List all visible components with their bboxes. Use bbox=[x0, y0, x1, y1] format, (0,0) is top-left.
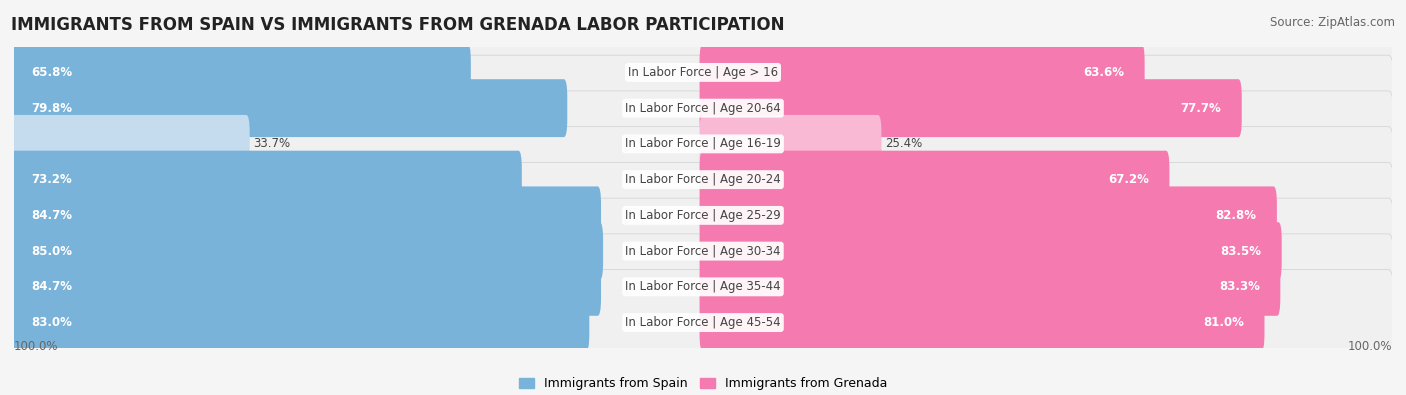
FancyBboxPatch shape bbox=[11, 79, 567, 137]
Text: 82.8%: 82.8% bbox=[1215, 209, 1256, 222]
Text: 83.3%: 83.3% bbox=[1219, 280, 1260, 293]
FancyBboxPatch shape bbox=[11, 150, 522, 209]
FancyBboxPatch shape bbox=[13, 55, 1393, 161]
Text: 25.4%: 25.4% bbox=[884, 137, 922, 150]
FancyBboxPatch shape bbox=[11, 258, 600, 316]
FancyBboxPatch shape bbox=[11, 222, 603, 280]
Text: 84.7%: 84.7% bbox=[31, 209, 72, 222]
FancyBboxPatch shape bbox=[11, 293, 589, 352]
Text: 73.2%: 73.2% bbox=[31, 173, 72, 186]
FancyBboxPatch shape bbox=[13, 270, 1393, 376]
FancyBboxPatch shape bbox=[700, 150, 1170, 209]
FancyBboxPatch shape bbox=[700, 258, 1281, 316]
Text: 79.8%: 79.8% bbox=[31, 102, 72, 115]
Text: Source: ZipAtlas.com: Source: ZipAtlas.com bbox=[1270, 16, 1395, 29]
Text: In Labor Force | Age 35-44: In Labor Force | Age 35-44 bbox=[626, 280, 780, 293]
FancyBboxPatch shape bbox=[11, 186, 600, 245]
Text: 65.8%: 65.8% bbox=[31, 66, 72, 79]
FancyBboxPatch shape bbox=[13, 19, 1393, 125]
Text: In Labor Force | Age 25-29: In Labor Force | Age 25-29 bbox=[626, 209, 780, 222]
FancyBboxPatch shape bbox=[11, 43, 471, 102]
Text: 100.0%: 100.0% bbox=[14, 340, 59, 354]
FancyBboxPatch shape bbox=[13, 91, 1393, 197]
FancyBboxPatch shape bbox=[700, 186, 1277, 245]
Text: 77.7%: 77.7% bbox=[1180, 102, 1220, 115]
Text: 84.7%: 84.7% bbox=[31, 280, 72, 293]
Text: 33.7%: 33.7% bbox=[253, 137, 290, 150]
FancyBboxPatch shape bbox=[13, 127, 1393, 233]
FancyBboxPatch shape bbox=[700, 115, 882, 173]
FancyBboxPatch shape bbox=[13, 198, 1393, 304]
FancyBboxPatch shape bbox=[700, 79, 1241, 137]
FancyBboxPatch shape bbox=[13, 234, 1393, 340]
Text: 83.0%: 83.0% bbox=[31, 316, 72, 329]
Text: In Labor Force | Age 30-34: In Labor Force | Age 30-34 bbox=[626, 245, 780, 258]
Text: 81.0%: 81.0% bbox=[1204, 316, 1244, 329]
FancyBboxPatch shape bbox=[11, 115, 250, 173]
Text: In Labor Force | Age 20-24: In Labor Force | Age 20-24 bbox=[626, 173, 780, 186]
Text: 63.6%: 63.6% bbox=[1083, 66, 1123, 79]
Legend: Immigrants from Spain, Immigrants from Grenada: Immigrants from Spain, Immigrants from G… bbox=[513, 372, 893, 395]
Text: In Labor Force | Age 16-19: In Labor Force | Age 16-19 bbox=[626, 137, 780, 150]
Text: In Labor Force | Age 45-54: In Labor Force | Age 45-54 bbox=[626, 316, 780, 329]
Text: 67.2%: 67.2% bbox=[1108, 173, 1149, 186]
FancyBboxPatch shape bbox=[700, 43, 1144, 102]
Text: In Labor Force | Age > 16: In Labor Force | Age > 16 bbox=[628, 66, 778, 79]
FancyBboxPatch shape bbox=[13, 162, 1393, 268]
Text: 85.0%: 85.0% bbox=[31, 245, 72, 258]
Text: In Labor Force | Age 20-64: In Labor Force | Age 20-64 bbox=[626, 102, 780, 115]
Text: 100.0%: 100.0% bbox=[1347, 340, 1392, 354]
FancyBboxPatch shape bbox=[700, 222, 1282, 280]
FancyBboxPatch shape bbox=[700, 293, 1264, 352]
Text: 83.5%: 83.5% bbox=[1220, 245, 1261, 258]
Text: IMMIGRANTS FROM SPAIN VS IMMIGRANTS FROM GRENADA LABOR PARTICIPATION: IMMIGRANTS FROM SPAIN VS IMMIGRANTS FROM… bbox=[11, 16, 785, 34]
